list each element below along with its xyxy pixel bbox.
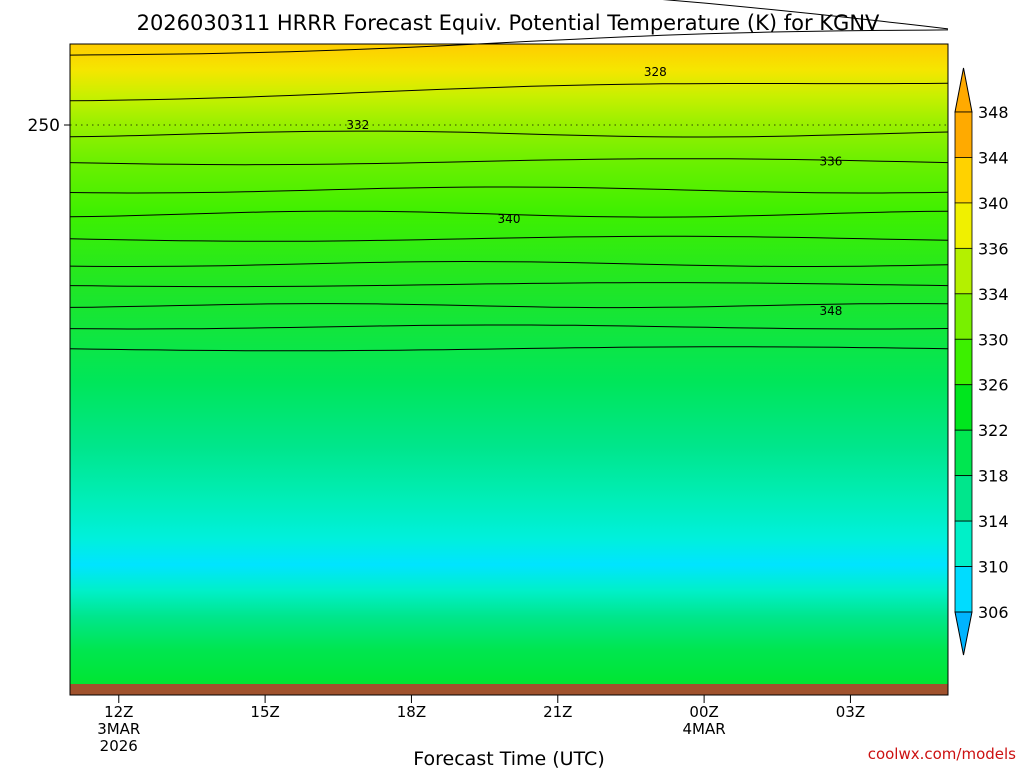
colorbar-swatch <box>954 293 973 340</box>
x-tick-label: 03Z <box>836 703 865 721</box>
contour-label: 332 <box>346 118 369 132</box>
colorbar-label: 306 <box>978 603 1009 622</box>
contour-line <box>69 210 949 218</box>
colorbar-label: 310 <box>978 558 1009 577</box>
contour-line <box>69 303 949 309</box>
x-tick-label: 21Z <box>543 703 572 721</box>
x-tick-label: 00Z <box>689 703 718 721</box>
contour-line <box>69 158 949 166</box>
colorbar-label: 314 <box>978 512 1009 531</box>
contour-line <box>69 29 949 56</box>
contour-line <box>69 324 949 330</box>
colorbar-label: 334 <box>978 285 1009 304</box>
colorbar-label: 344 <box>978 148 1009 167</box>
x-tick-label: 4MAR <box>683 720 726 738</box>
colorbar-label: 330 <box>978 330 1009 349</box>
colorbar-swatch <box>954 520 973 567</box>
colorbar-label: 322 <box>978 421 1009 440</box>
credit-text: coolwx.com/models <box>868 745 1016 763</box>
y-tick-label: 250 <box>28 116 60 136</box>
pressure-gridlines <box>70 124 948 126</box>
contour-label: 336 <box>819 155 842 169</box>
x-tick-label: 15Z <box>250 703 279 721</box>
colorbar-swatch <box>954 475 973 522</box>
plot-area: 3483403363323283243203203163163123123123… <box>69 0 949 696</box>
plot-frame <box>69 43 949 696</box>
colorbar-swatch <box>954 338 973 386</box>
colorbar-swatch <box>954 247 973 295</box>
x-axis-title: Forecast Time (UTC) <box>413 748 604 768</box>
colorbar-label: 340 <box>978 194 1009 213</box>
colorbar-swatch <box>954 111 973 158</box>
colorbar-label: 336 <box>978 239 1009 258</box>
chart-title: 2026030311 HRRR Forecast Equiv. Potentia… <box>137 11 880 35</box>
contour-line <box>69 235 949 242</box>
contour-label: 340 <box>498 212 521 226</box>
colorbar-swatch <box>954 202 973 249</box>
ground-surface <box>70 684 948 695</box>
contour-line <box>69 260 949 267</box>
colorbar-arrow-top <box>954 67 973 113</box>
contour-label: 348 <box>819 304 842 318</box>
contour-line <box>69 186 949 194</box>
x-tick-label: 18Z <box>397 703 426 721</box>
contour-line <box>69 282 949 288</box>
colorbar-swatch <box>954 384 973 431</box>
y-axis: 2503003504004505005506006507007508008509… <box>28 116 70 136</box>
colorbar-swatch <box>954 566 973 613</box>
contour-label: 328 <box>644 65 667 79</box>
colorbar-label: 318 <box>978 467 1009 486</box>
x-tick-label: 3MAR <box>97 720 140 738</box>
contour-line <box>69 346 949 352</box>
filled-bands <box>70 44 948 695</box>
contour-line <box>662 0 949 30</box>
x-tick-label: 2026 <box>100 737 138 755</box>
colorbar-swatch <box>954 429 973 477</box>
colorbar-arrow-bottom <box>954 611 973 656</box>
contour-labels: 3483403363323283243203203163163123123123… <box>346 65 842 318</box>
contour-line <box>69 82 949 102</box>
contour-lines <box>69 0 949 352</box>
colorbar-swatch <box>954 157 973 204</box>
contour-line <box>69 130 949 138</box>
band-fill <box>70 44 948 695</box>
colorbar-label: 326 <box>978 376 1009 395</box>
colorbar: 348 344 340 336 334 330 326 322 318 314 310 306 <box>954 67 1009 656</box>
colorbar-label: 348 <box>978 103 1009 122</box>
x-tick-label: 12Z <box>104 703 133 721</box>
